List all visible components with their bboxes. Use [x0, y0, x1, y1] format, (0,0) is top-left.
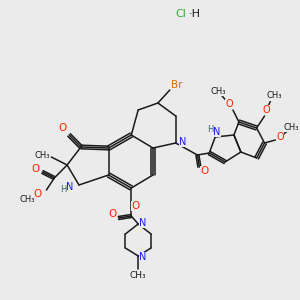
Text: CH₃: CH₃ — [35, 151, 50, 160]
Text: H: H — [60, 184, 66, 194]
Text: O: O — [58, 123, 66, 133]
Text: CH₃: CH₃ — [267, 92, 282, 100]
Text: O: O — [200, 166, 208, 176]
Text: O: O — [225, 99, 233, 109]
Text: O: O — [32, 164, 40, 174]
Text: N: N — [214, 127, 221, 137]
Text: O: O — [108, 209, 117, 219]
Text: O: O — [131, 201, 140, 211]
Text: CH₃: CH₃ — [284, 122, 299, 131]
Text: N: N — [179, 137, 186, 147]
Text: O: O — [263, 105, 270, 115]
Text: ·H: ·H — [188, 9, 200, 19]
Text: O: O — [33, 189, 42, 199]
Text: CH₃: CH₃ — [130, 272, 146, 280]
Text: N: N — [66, 182, 74, 192]
Text: O: O — [277, 132, 284, 142]
Text: CH₃: CH₃ — [20, 196, 35, 205]
Text: Cl: Cl — [175, 9, 186, 19]
Text: N: N — [140, 218, 147, 228]
Text: N: N — [140, 252, 147, 262]
Text: CH₃: CH₃ — [210, 86, 226, 95]
Text: H: H — [207, 124, 213, 134]
Text: Br: Br — [171, 80, 182, 90]
